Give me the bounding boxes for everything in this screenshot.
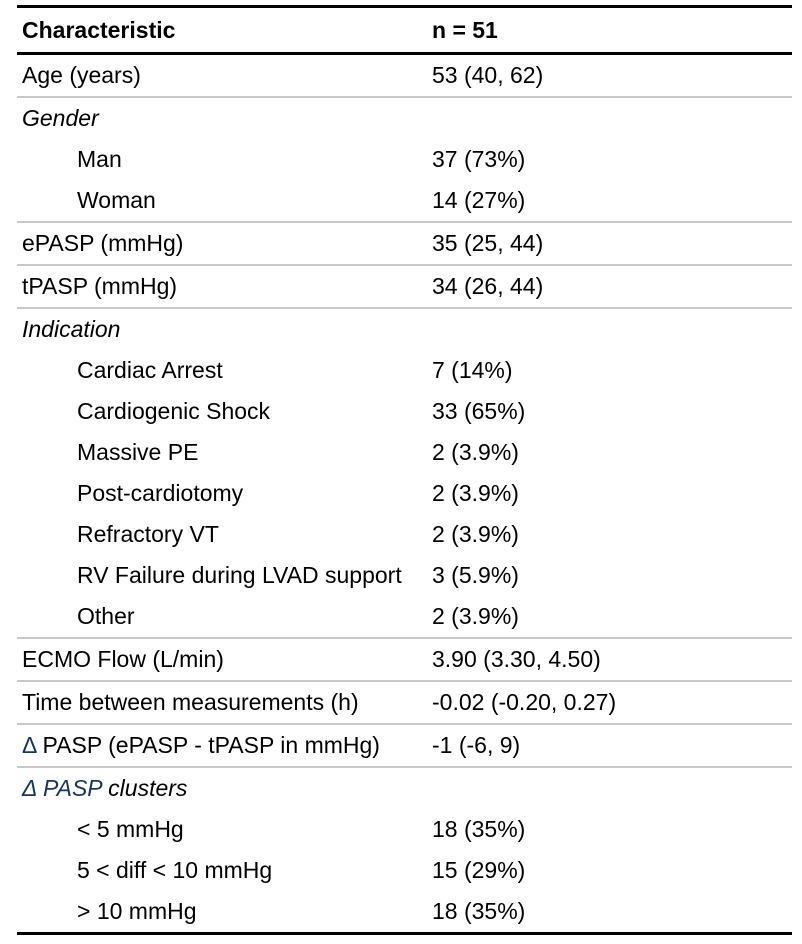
table-body: Age (years) 53 (40, 62) Gender Man 37 (73%) W… bbox=[17, 55, 792, 932]
table-row: Cardiogenic Shock 33 (65%) bbox=[17, 391, 792, 432]
table-row: Δ PASP clusters bbox=[17, 768, 792, 809]
table-row: ePASP (mmHg) 35 (25, 44) bbox=[17, 223, 792, 264]
row-label: Woman bbox=[77, 187, 156, 213]
row-value: 2 (3.9%) bbox=[432, 603, 519, 629]
row-label: ECMO Flow (L/min) bbox=[22, 646, 224, 672]
row-label: Post-cardiotomy bbox=[77, 480, 244, 506]
row-value: 35 (25, 44) bbox=[432, 230, 544, 256]
table-row: 5 < diff < 10 mmHg 15 (29%) bbox=[17, 850, 792, 891]
row-value: 2 (3.9%) bbox=[432, 439, 519, 465]
row-label: tPASP (mmHg) bbox=[22, 273, 178, 299]
header-characteristic: Characteristic bbox=[22, 16, 176, 43]
header-rule bbox=[17, 52, 792, 55]
table-row: Refractory VT 2 (3.9%) bbox=[17, 514, 792, 555]
table-row: Time between measurements (h) -0.02 (-0.2… bbox=[17, 682, 792, 723]
table-row: Man 37 (73%) bbox=[17, 139, 792, 180]
row-label: 5 < diff < 10 mmHg bbox=[77, 857, 273, 883]
row-label: Man bbox=[77, 146, 122, 172]
row-label: Cardiac Arrest bbox=[77, 357, 223, 383]
row-value: 2 (3.9%) bbox=[432, 480, 519, 506]
table-row: < 5 mmHg 18 (35%) bbox=[17, 809, 792, 850]
row-label: Cardiogenic Shock bbox=[77, 398, 271, 424]
row-label: Time between measurements (h) bbox=[22, 689, 359, 715]
delta-symbol: Δ bbox=[22, 732, 37, 758]
row-value: 18 (35%) bbox=[432, 816, 526, 842]
header-n-value: n = 51 bbox=[432, 16, 498, 43]
table-row: ECMO Flow (L/min) 3.90 (3.30, 4.50) bbox=[17, 639, 792, 680]
row-value: 14 (27%) bbox=[432, 187, 526, 213]
row-divider bbox=[17, 264, 792, 266]
characteristics-table: Characteristic n = 51 Age (years) 53 (40,… bbox=[17, 5, 792, 935]
row-value: 53 (40, 62) bbox=[432, 62, 544, 88]
row-label: Indication bbox=[22, 316, 121, 342]
row-divider bbox=[17, 637, 792, 639]
delta-symbol: Δ PASP bbox=[22, 775, 102, 801]
row-divider bbox=[17, 766, 792, 768]
row-label: Gender bbox=[22, 105, 99, 131]
row-value: 18 (35%) bbox=[432, 898, 526, 924]
row-value: -0.02 (-0.20, 0.27) bbox=[432, 689, 617, 715]
table-row: Cardiac Arrest 7 (14%) bbox=[17, 350, 792, 391]
row-value: 33 (65%) bbox=[432, 398, 526, 424]
row-label: Massive PE bbox=[77, 439, 199, 465]
row-label: RV Failure during LVAD support bbox=[77, 562, 402, 588]
table-row: Δ PASP (ePASP - tPASP in mmHg) -1 (-6, 9) bbox=[17, 725, 792, 766]
row-divider bbox=[17, 307, 792, 309]
table-row: Other 2 (3.9%) bbox=[17, 596, 792, 637]
row-divider bbox=[17, 723, 792, 725]
row-label: < 5 mmHg bbox=[77, 816, 184, 842]
table-row: Woman 14 (27%) bbox=[17, 180, 792, 221]
row-divider bbox=[17, 96, 792, 98]
row-divider bbox=[17, 221, 792, 223]
table-row: tPASP (mmHg) 34 (26, 44) bbox=[17, 266, 792, 307]
row-label: ePASP (mmHg) bbox=[22, 230, 184, 256]
row-divider bbox=[17, 680, 792, 682]
row-value: 7 (14%) bbox=[432, 357, 513, 383]
row-label: Δ PASP (ePASP - tPASP in mmHg) bbox=[22, 732, 380, 758]
table-row: Age (years) 53 (40, 62) bbox=[17, 55, 792, 96]
table-row: Massive PE 2 (3.9%) bbox=[17, 432, 792, 473]
row-value: 2 (3.9%) bbox=[432, 521, 519, 547]
top-rule bbox=[17, 5, 792, 8]
row-label: Refractory VT bbox=[77, 521, 219, 547]
row-label: Age (years) bbox=[22, 62, 141, 88]
row-value: 34 (26, 44) bbox=[432, 273, 544, 299]
table-header-row: Characteristic n = 51 bbox=[17, 8, 792, 52]
row-value: -1 (-6, 9) bbox=[432, 732, 521, 758]
row-label: > 10 mmHg bbox=[77, 898, 197, 924]
bottom-rule bbox=[17, 932, 792, 935]
row-value: 3 (5.9%) bbox=[432, 562, 519, 588]
row-value: 15 (29%) bbox=[432, 857, 526, 883]
row-value: 37 (73%) bbox=[432, 146, 526, 172]
table-row: Post-cardiotomy 2 (3.9%) bbox=[17, 473, 792, 514]
table-row: Indication bbox=[17, 309, 792, 350]
row-value: 3.90 (3.30, 4.50) bbox=[432, 646, 601, 672]
table-row: > 10 mmHg 18 (35%) bbox=[17, 891, 792, 932]
row-label: Other bbox=[77, 603, 135, 629]
table-row: Gender bbox=[17, 98, 792, 139]
row-label: Δ PASP clusters bbox=[22, 775, 188, 801]
table-row: RV Failure during LVAD support 3 (5.9%) bbox=[17, 555, 792, 596]
